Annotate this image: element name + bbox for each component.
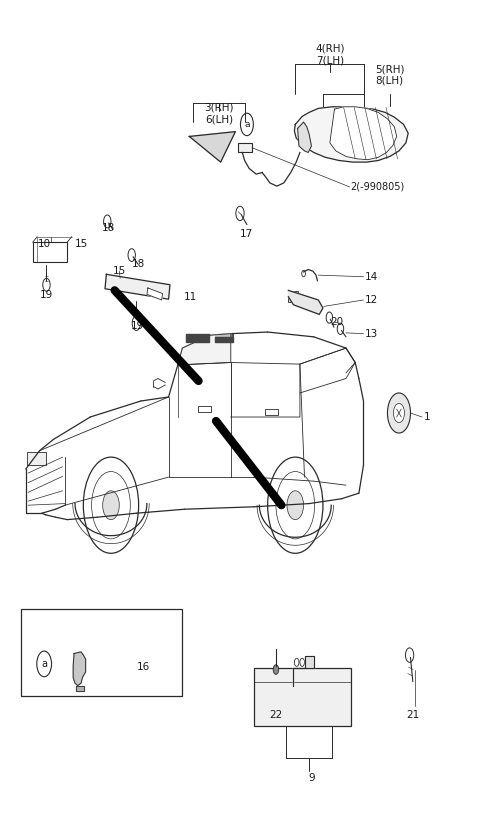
Bar <box>27 452 46 465</box>
Text: 21: 21 <box>406 710 420 721</box>
Polygon shape <box>215 337 233 343</box>
Bar <box>288 291 298 302</box>
Polygon shape <box>147 288 163 300</box>
Circle shape <box>294 658 299 667</box>
Text: a: a <box>244 120 250 129</box>
Circle shape <box>75 656 82 667</box>
Text: 12: 12 <box>364 295 378 305</box>
Polygon shape <box>293 656 314 685</box>
Text: 17: 17 <box>240 229 253 240</box>
Circle shape <box>305 658 310 667</box>
Circle shape <box>300 658 304 667</box>
Text: 20: 20 <box>330 317 343 327</box>
Bar <box>254 668 350 726</box>
Polygon shape <box>189 132 235 162</box>
Bar <box>186 335 209 343</box>
Text: 1: 1 <box>423 412 430 422</box>
Text: 22: 22 <box>269 710 283 721</box>
Circle shape <box>103 491 119 519</box>
Polygon shape <box>186 335 209 343</box>
Text: 2(-990805): 2(-990805) <box>350 182 405 192</box>
Polygon shape <box>294 107 408 162</box>
Text: 18: 18 <box>102 222 115 233</box>
Circle shape <box>387 393 410 433</box>
Text: 4(RH)
7(LH): 4(RH) 7(LH) <box>315 43 345 65</box>
Circle shape <box>394 403 405 423</box>
Polygon shape <box>73 652 85 685</box>
Bar <box>265 409 278 416</box>
Text: 11: 11 <box>184 292 197 302</box>
Circle shape <box>362 129 366 136</box>
Polygon shape <box>178 334 231 365</box>
Text: 10: 10 <box>37 239 51 249</box>
Polygon shape <box>76 685 84 691</box>
Text: 9: 9 <box>308 773 315 783</box>
Text: 15: 15 <box>113 266 126 276</box>
Text: 14: 14 <box>364 272 378 281</box>
Text: 15: 15 <box>74 239 88 249</box>
Text: 3(RH)
6(LH): 3(RH) 6(LH) <box>204 103 234 124</box>
Circle shape <box>273 665 279 674</box>
Polygon shape <box>298 122 312 152</box>
Text: a: a <box>41 659 47 669</box>
Circle shape <box>287 491 303 519</box>
Text: 13: 13 <box>364 329 378 339</box>
Text: 19: 19 <box>131 321 144 330</box>
Polygon shape <box>288 290 323 314</box>
Bar <box>238 143 252 152</box>
Text: 18: 18 <box>132 259 145 269</box>
Polygon shape <box>105 274 170 299</box>
Bar <box>21 609 182 696</box>
Bar <box>215 335 233 343</box>
Text: 19: 19 <box>40 290 53 300</box>
Bar <box>33 242 67 263</box>
Text: 16: 16 <box>137 662 150 672</box>
Bar <box>198 406 211 412</box>
Text: 5(RH)
8(LH): 5(RH) 8(LH) <box>375 65 405 86</box>
Polygon shape <box>330 107 396 160</box>
